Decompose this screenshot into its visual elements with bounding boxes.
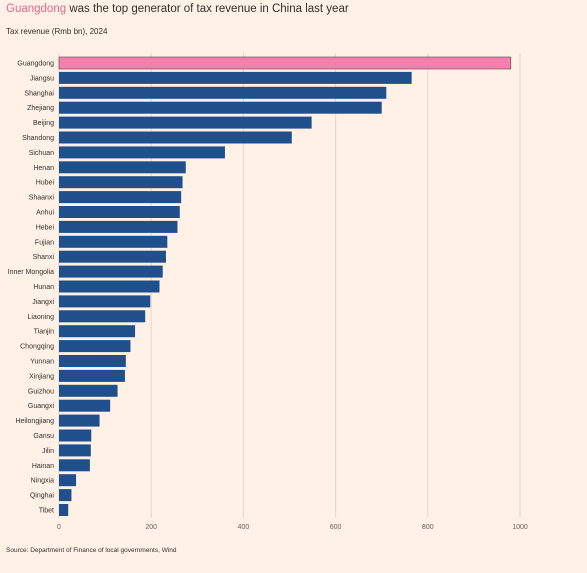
category-label: Hainan xyxy=(32,463,54,470)
bar-xinjiang xyxy=(59,369,125,382)
category-label: Henan xyxy=(33,165,54,172)
category-label: Shaanxi xyxy=(29,195,55,202)
category-label: Tianjin xyxy=(34,329,54,336)
category-label: Guizhou xyxy=(28,388,54,395)
bar-jiangsu xyxy=(59,71,412,84)
category-label: Anhui xyxy=(36,210,54,217)
x-tick-label: 800 xyxy=(422,524,434,531)
category-label: Jiangxi xyxy=(32,299,54,306)
category-label: Yunnan xyxy=(30,359,54,366)
category-label: Xinjiang xyxy=(29,373,54,380)
category-label: Chongqing xyxy=(20,344,54,351)
x-tick-label: 0 xyxy=(57,524,61,531)
bars-group xyxy=(58,56,512,516)
bar-shanxi xyxy=(59,250,166,263)
bar-hunan xyxy=(59,280,160,293)
x-tick-label: 200 xyxy=(145,524,157,531)
bar-hainan xyxy=(59,459,90,472)
x-tick-label: 600 xyxy=(330,524,342,531)
category-label: Guangdong xyxy=(17,61,54,68)
category-label: Tibet xyxy=(39,508,54,515)
bar-guizhou xyxy=(59,384,118,397)
category-label: Jilin xyxy=(42,448,54,455)
bar-anhui xyxy=(59,206,180,218)
bar-shandong xyxy=(59,131,292,144)
bar-inner-mongolia xyxy=(59,265,163,278)
bar-tibet xyxy=(59,504,69,516)
category-label: Fujian xyxy=(35,239,54,246)
bar-liaoning xyxy=(59,310,146,323)
bar-beijing xyxy=(59,116,312,129)
bar-chongqing xyxy=(59,340,131,353)
bar-henan xyxy=(59,161,186,174)
bar-shanghai xyxy=(59,86,387,99)
bar-shaanxi xyxy=(59,191,182,204)
bar-hebei xyxy=(59,220,178,233)
category-label: Shanghai xyxy=(24,90,54,97)
bar-guangdong xyxy=(58,56,512,70)
bar-hubei xyxy=(59,176,183,189)
bar-sichuan xyxy=(59,146,225,159)
bar-gansu xyxy=(59,429,92,442)
category-label: Qinghai xyxy=(30,493,55,500)
category-label: Liaoning xyxy=(28,314,55,321)
category-labels: Guangdong Jiangsu Shanghai Zhejiang Beijing S… xyxy=(8,61,55,515)
bar-fujian xyxy=(59,235,168,248)
category-label: Ningxia xyxy=(31,478,54,485)
category-label: Heilongjiang xyxy=(15,418,54,425)
bar-jiangxi xyxy=(59,295,151,308)
x-tick-label: 400 xyxy=(238,524,250,531)
category-label: Hubei xyxy=(36,180,55,187)
chart-subtitle: Tax revenue (Rmb bn), 2024 xyxy=(6,27,108,36)
bar-yunnan xyxy=(59,355,126,367)
category-label: Hunan xyxy=(33,284,54,291)
x-axis-ticks: 0 200 400 600 800 1000 xyxy=(57,524,528,531)
category-label: Shandong xyxy=(22,135,54,142)
category-label: Gansu xyxy=(33,433,54,440)
title-highlight: Guangdong xyxy=(6,3,67,15)
bar-zhejiang xyxy=(59,101,382,114)
category-label: Zhejiang xyxy=(27,105,54,112)
x-tick-label: 1000 xyxy=(512,524,528,531)
bar-jilin xyxy=(59,444,91,457)
category-label: Jiangsu xyxy=(30,75,54,82)
bar-tianjin xyxy=(59,325,136,338)
chart-title: Guangdong was the top generator of tax r… xyxy=(6,3,349,15)
bar-guangxi xyxy=(59,399,111,412)
bar-ningxia xyxy=(59,474,77,487)
category-label: Shanxi xyxy=(33,254,55,261)
category-label: Inner Mongolia xyxy=(8,269,54,276)
category-label: Guangxi xyxy=(28,403,55,410)
category-label: Hebei xyxy=(36,224,55,231)
source-note: Source: Department of Finance of local g… xyxy=(6,547,177,554)
category-label: Beijing xyxy=(33,120,54,127)
bar-qinghai xyxy=(59,489,72,502)
bar-heilongjiang xyxy=(59,414,100,427)
category-label: Sichuan xyxy=(29,150,54,157)
title-rest: was the top generator of tax revenue in … xyxy=(66,3,349,15)
